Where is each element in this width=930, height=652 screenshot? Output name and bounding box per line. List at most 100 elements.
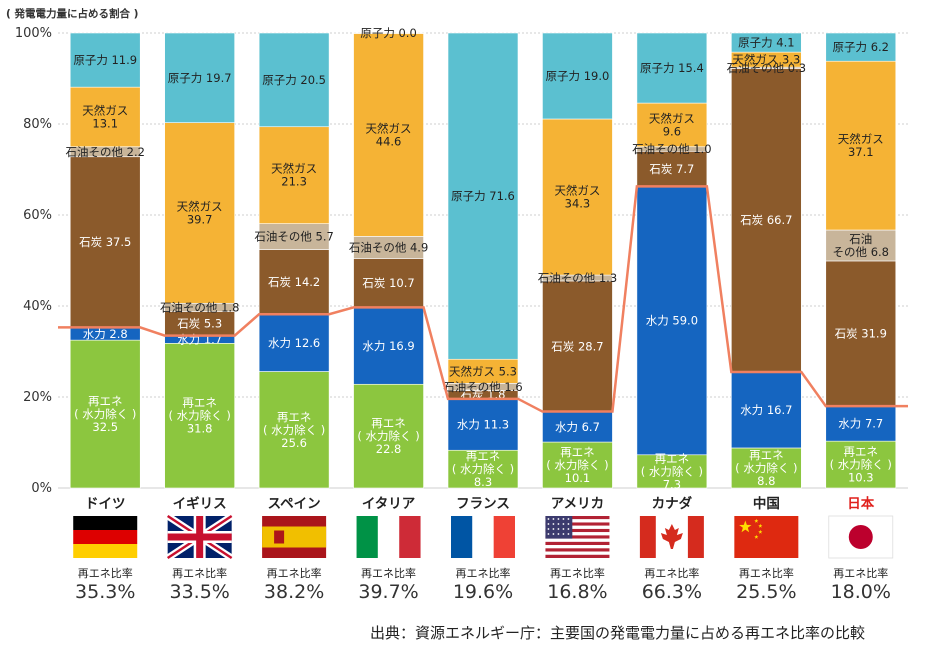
- label-fr-hydro: 水力 11.3: [457, 418, 509, 432]
- y-tick-40%: 40%: [23, 299, 52, 314]
- label-us-renew: 再エネ( 水力除く ) 10.1: [546, 445, 608, 485]
- ratio-label-es: 再エネ比率: [267, 566, 322, 580]
- segment-jp-renew: [825, 440, 897, 489]
- bar-ca: 再エネ( 水力除く ) 7.3 水力 59.0 石炭 7.7 石油その他 1.0 天然ガス…: [632, 32, 712, 491]
- label-jp-coal: 石炭 31.9: [835, 327, 887, 341]
- label-cn-gas: 天然ガス 3.3: [732, 53, 800, 67]
- ratio-label-us: 再エネ比率: [550, 566, 605, 580]
- label-de-oil: 石油その他 2.2: [65, 145, 144, 159]
- segment-us-hydro: [542, 411, 613, 443]
- label-us-oil: 石油その他 1.3: [538, 271, 617, 285]
- ratio-value-us: 16.8%: [547, 581, 607, 603]
- bar-it: 再エネ( 水力除く ) 22.8 水力 16.9 石炭 10.7 石油その他 4.9 天然…: [349, 26, 428, 489]
- label-cn-nuclear: 原子力 4.1: [738, 36, 794, 50]
- segment-jp-nuclear: [825, 32, 897, 62]
- ratio-label-it: 再エネ比率: [361, 566, 416, 580]
- label-it-hydro: 水力 16.9: [362, 339, 414, 353]
- label-uk-renew: 再エネ( 水力除く ) 31.8: [169, 396, 231, 436]
- label-de-renew: 再エネ( 水力除く ) 32.5: [74, 394, 136, 434]
- label-us-coal: 石炭 28.7: [551, 339, 603, 353]
- segment-ca-gas: [636, 102, 708, 148]
- label-cn-oil: 石油その他 0.3: [727, 61, 806, 75]
- bar-cn: 再エネ( 水力除く ) 8.8 水力 16.7 石炭 66.7 石油その他 0.3天然ガ…: [727, 32, 806, 489]
- label-es-hydro: 水力 12.6: [268, 336, 320, 350]
- renewable-ratio-line: [58, 185, 908, 413]
- segment-cn-nuclear: [731, 32, 802, 53]
- ratio-value-cn: 25.5%: [736, 581, 796, 603]
- segment-fr-nuclear: [447, 32, 519, 360]
- flag-fr-icon: [451, 516, 515, 558]
- label-it-nuclear: 原子力 0.0: [360, 26, 416, 40]
- y-tick-80%: 80%: [23, 117, 52, 132]
- segment-ca-renew: [636, 454, 708, 489]
- country-cn: 中国: [753, 495, 780, 512]
- ratio-label-fr: 再エネ比率: [456, 566, 511, 580]
- ratio-label-jp: 再エネ比率: [833, 566, 888, 580]
- label-es-nuclear: 原子力 20.5: [262, 73, 326, 87]
- ratio-label-cn: 再エネ比率: [739, 566, 794, 580]
- label-fr-nuclear: 原子力 71.6: [451, 189, 515, 203]
- segment-uk-gas: [164, 122, 235, 304]
- flag-cn-icon: [734, 516, 799, 558]
- label-fr-gas: 天然ガス 5.3: [449, 364, 517, 378]
- flags: [73, 513, 894, 561]
- ratio-label-ca: 再エネ比率: [644, 566, 699, 580]
- country-us: アメリカ: [551, 496, 604, 512]
- segment-cn-coal: [731, 68, 802, 373]
- label-uk-nuclear: 原子力 19.7: [168, 71, 232, 85]
- ratio-label-uk: 再エネ比率: [172, 566, 227, 580]
- label-jp-gas: 天然ガス 37.1: [838, 132, 884, 159]
- segment-us-gas: [542, 118, 613, 276]
- segment-jp-gas: [825, 60, 897, 231]
- segment-jp-coal: [825, 260, 897, 407]
- label-ca-renew: 再エネ( 水力除く ) 7.3: [641, 451, 703, 491]
- label-ca-hydro: 水力 59.0: [646, 314, 698, 328]
- country-fr: フランス: [456, 496, 510, 512]
- segment-uk-nuclear: [164, 32, 235, 123]
- flag-it-icon: [356, 516, 421, 558]
- country-uk: イギリス: [173, 496, 227, 512]
- label-ca-gas: 天然ガス 9.6: [649, 111, 695, 138]
- flag-de-icon: [73, 516, 138, 558]
- segment-es-renew: [258, 371, 330, 489]
- country-jp: 日本: [847, 495, 874, 512]
- flag-jp-icon: [828, 515, 894, 559]
- label-us-hydro: 水力 6.7: [555, 420, 600, 434]
- source-note: 出典：資源エネルギー庁：主要国の発電電力量に占める再エネ比率の比較: [370, 624, 866, 642]
- bar-es: 再エネ( 水力除く ) 25.6 水力 12.6 石炭 14.2 石油その他 5.7 天然…: [254, 32, 334, 489]
- segment-fr-gas: [447, 358, 519, 384]
- renewable-ratios: 再エネ比率35.3%再エネ比率33.5%再エネ比率38.2%再エネ比率39.7%…: [75, 566, 891, 603]
- flag-es-icon: [262, 516, 327, 558]
- label-fr-renew: 再エネ( 水力除く ) 8.3: [452, 449, 514, 489]
- ratio-value-fr: 19.6%: [453, 581, 513, 603]
- ratio-value-uk: 33.5%: [169, 581, 229, 603]
- ratio-polyline: [58, 185, 908, 413]
- bar-jp: 再エネ( 水力除く ) 10.3 水力 7.7 石炭 31.9 石油その他 6.8 天然ガ…: [825, 32, 897, 489]
- ratio-value-jp: 18.0%: [831, 581, 891, 603]
- segment-ca-hydro: [636, 186, 708, 456]
- country-es: スペイン: [268, 496, 321, 512]
- segment-uk-coal: [164, 311, 235, 336]
- bar-us: 再エネ( 水力除く ) 10.1 水力 6.7 石炭 28.7 石油その他 1.3 天然ガ…: [538, 32, 617, 489]
- label-fr-oil: 石油その他 1.6: [443, 380, 522, 394]
- segment-jp-oil: [825, 229, 897, 262]
- segment-es-gas: [258, 126, 330, 224]
- label-ca-nuclear: 原子力 15.4: [640, 61, 704, 75]
- segment-de-coal: [69, 156, 141, 328]
- y-tick-100%: 100%: [15, 26, 52, 41]
- segment-es-oil: [258, 223, 330, 250]
- segment-cn-hydro: [731, 371, 802, 449]
- label-it-oil: 石油その他 4.9: [349, 241, 428, 255]
- segment-de-gas: [69, 86, 141, 148]
- label-es-coal: 石炭 14.2: [268, 275, 320, 289]
- label-es-oil: 石油その他 5.7: [254, 230, 333, 244]
- y-tick-20%: 20%: [23, 390, 52, 405]
- flag-us-icon: [545, 516, 610, 558]
- label-cn-hydro: 水力 16.7: [740, 403, 792, 417]
- flag-uk-icon: [165, 513, 234, 561]
- segment-ca-nuclear: [636, 32, 708, 104]
- segment-uk-renew: [164, 343, 235, 489]
- label-ca-oil: 石油その他 1.0: [632, 142, 711, 156]
- segment-cn-renew: [731, 447, 802, 489]
